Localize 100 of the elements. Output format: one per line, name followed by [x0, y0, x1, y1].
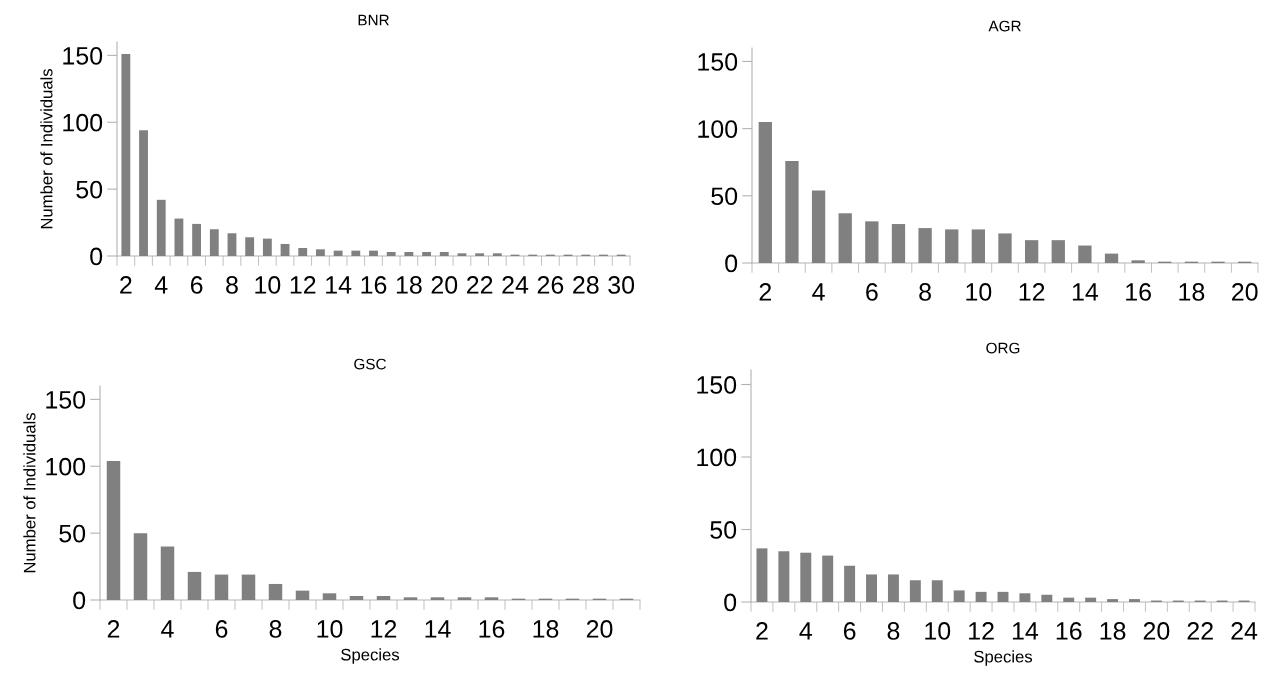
y-tick-label: 150 — [697, 376, 737, 394]
x-tick-label: 22 — [1187, 622, 1213, 640]
x-tick-label: 2 — [759, 283, 772, 301]
bar — [245, 237, 255, 256]
bar — [1019, 593, 1031, 602]
bar — [785, 160, 799, 263]
bar — [811, 190, 826, 263]
bar — [891, 224, 906, 263]
x-tick-label: 16 — [1126, 283, 1151, 301]
y-axis-title: Number of Individuals — [40, 69, 53, 229]
y-tick-label: 50 — [711, 187, 738, 206]
bar — [866, 574, 877, 602]
x-tick-label: 4 — [812, 283, 825, 301]
chart-title: ORG — [986, 342, 1020, 354]
x-tick-label: 6 — [190, 276, 203, 294]
x-tick-label: 6 — [215, 620, 228, 638]
x-tick-label: 10 — [925, 622, 951, 640]
bar — [349, 595, 364, 600]
bar — [457, 597, 472, 600]
bar — [333, 250, 343, 256]
x-tick-label: 8 — [887, 622, 900, 640]
x-tick-label: 10 — [317, 620, 343, 638]
bar — [1131, 260, 1145, 263]
bar — [931, 580, 943, 602]
x-tick-label: 12 — [1019, 283, 1045, 301]
bar — [758, 121, 772, 263]
x-tick-label: 10 — [966, 283, 992, 301]
chart-title: AGR — [988, 20, 1021, 32]
bar — [1041, 594, 1053, 602]
bar — [1129, 599, 1140, 602]
x-tick-label: 4 — [161, 620, 174, 638]
bar — [187, 571, 202, 600]
y-tick-label: 0 — [725, 254, 738, 273]
x-tick-label: 16 — [1056, 622, 1082, 640]
x-tick-label: 8 — [226, 276, 238, 294]
x-tick-label: 12 — [969, 622, 994, 640]
x-tick-label: 18 — [1100, 622, 1126, 640]
x-tick-label: 14 — [1072, 283, 1099, 301]
chart-title: GSC — [354, 358, 386, 370]
y-tick-label: 100 — [63, 113, 103, 132]
chart-title: BNR — [358, 14, 389, 26]
bar — [844, 565, 856, 602]
x-axis-title: Species — [341, 648, 400, 664]
bar — [160, 546, 175, 600]
y-tick-label: 0 — [724, 593, 737, 612]
bar — [192, 223, 202, 256]
bar — [376, 595, 391, 600]
x-tick-label: 16 — [479, 620, 505, 638]
x-tick-label: 20 — [586, 620, 613, 638]
y-tick-label: 50 — [76, 180, 103, 199]
bar — [227, 233, 237, 256]
x-tick-label: 12 — [371, 620, 397, 638]
bar — [139, 130, 148, 256]
y-tick-label: 0 — [73, 591, 86, 610]
bar — [106, 460, 121, 600]
bar — [1085, 597, 1097, 602]
x-tick-label: 14 — [425, 620, 451, 638]
bar — [298, 247, 308, 256]
x-tick-label: 8 — [919, 283, 931, 301]
bar — [1024, 240, 1039, 263]
x-tick-label: 2 — [756, 622, 768, 640]
x-axis-title: Species — [974, 650, 1033, 666]
y-axis-title: Number of Individuals — [23, 413, 36, 573]
bar — [945, 229, 959, 263]
bar — [403, 597, 418, 600]
x-tick-label: 20 — [1143, 622, 1170, 640]
bar — [121, 54, 131, 256]
bar — [756, 548, 768, 602]
bar — [156, 199, 166, 256]
bar — [268, 583, 283, 600]
bar — [909, 580, 921, 602]
x-tick-label: 8 — [269, 620, 282, 638]
y-tick-label: 150 — [63, 46, 103, 65]
x-tick-label: 24 — [502, 276, 529, 294]
x-tick-label: 4 — [799, 622, 812, 640]
bar — [1051, 240, 1065, 263]
x-tick-label: 6 — [843, 622, 856, 640]
x-tick-label: 16 — [361, 276, 387, 294]
bar — [369, 250, 378, 256]
bar — [953, 590, 965, 602]
bar — [838, 213, 852, 263]
bar — [800, 552, 812, 602]
x-tick-label: 18 — [396, 276, 422, 294]
bar — [439, 251, 449, 256]
bar — [484, 597, 499, 600]
x-tick-label: 14 — [326, 276, 352, 294]
bar — [492, 253, 502, 256]
x-tick-label: 18 — [1179, 283, 1205, 301]
bar — [262, 238, 272, 256]
bar — [351, 250, 361, 256]
bar — [1078, 245, 1092, 263]
bar — [322, 593, 337, 600]
x-tick-label: 12 — [290, 276, 316, 294]
bar — [1104, 253, 1119, 263]
bar — [998, 233, 1012, 263]
bar — [457, 253, 467, 256]
bar — [422, 251, 431, 256]
bar — [822, 555, 834, 602]
bar — [865, 221, 879, 263]
x-tick-label: 28 — [573, 276, 599, 294]
